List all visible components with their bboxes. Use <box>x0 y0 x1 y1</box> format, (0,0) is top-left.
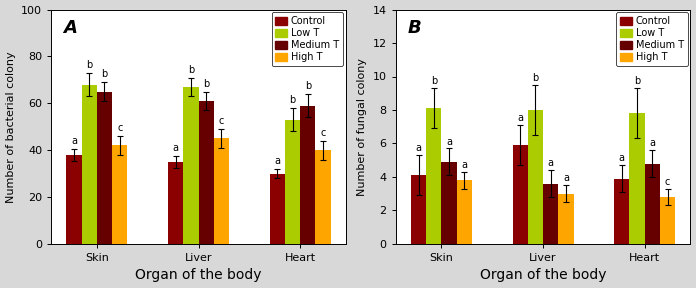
Bar <box>660 197 675 244</box>
Text: b: b <box>290 95 296 105</box>
Bar <box>168 162 183 244</box>
Bar <box>614 179 629 244</box>
Text: a: a <box>416 143 422 153</box>
Bar <box>198 101 214 244</box>
Text: b: b <box>102 69 108 79</box>
Text: a: a <box>274 156 280 166</box>
Bar <box>81 85 97 244</box>
Text: b: b <box>634 76 640 86</box>
Text: a: a <box>649 138 656 148</box>
Bar <box>558 194 574 244</box>
Bar <box>528 110 543 244</box>
Text: c: c <box>219 116 224 126</box>
Bar <box>629 113 644 244</box>
Bar <box>269 174 285 244</box>
Text: a: a <box>446 137 452 147</box>
Legend: Control, Low T, Medium T, High T: Control, Low T, Medium T, High T <box>616 12 688 66</box>
Bar <box>66 155 81 244</box>
Bar <box>300 106 315 244</box>
X-axis label: Organ of the body: Organ of the body <box>135 268 262 283</box>
Text: a: a <box>563 173 569 183</box>
Bar <box>457 180 472 244</box>
Text: c: c <box>665 177 670 187</box>
Bar <box>214 139 229 244</box>
Text: B: B <box>407 19 421 37</box>
Bar <box>285 120 300 244</box>
Text: b: b <box>532 73 539 83</box>
Bar <box>112 145 127 244</box>
Text: b: b <box>188 65 194 75</box>
Bar <box>411 175 426 244</box>
Legend: Control, Low T, Medium T, High T: Control, Low T, Medium T, High T <box>271 12 343 66</box>
Bar <box>644 164 660 244</box>
X-axis label: Organ of the body: Organ of the body <box>480 268 606 283</box>
Bar <box>183 87 198 244</box>
Text: a: a <box>71 136 77 146</box>
Text: c: c <box>117 123 122 133</box>
Text: c: c <box>320 128 326 138</box>
Text: b: b <box>431 76 437 86</box>
Bar <box>512 145 528 244</box>
Text: a: a <box>461 160 467 170</box>
Text: a: a <box>517 113 523 123</box>
Y-axis label: Number of fungal colony: Number of fungal colony <box>357 58 367 196</box>
Text: a: a <box>619 153 625 163</box>
Y-axis label: Number of bacterial colony: Number of bacterial colony <box>6 51 15 202</box>
Text: A: A <box>63 19 77 37</box>
Text: b: b <box>86 60 93 70</box>
Text: a: a <box>548 158 554 168</box>
Bar <box>543 184 558 244</box>
Bar <box>315 150 331 244</box>
Text: a: a <box>173 143 179 153</box>
Text: b: b <box>203 79 209 89</box>
Bar <box>426 108 441 244</box>
Bar <box>97 92 112 244</box>
Text: b: b <box>305 81 311 91</box>
Bar <box>441 162 457 244</box>
